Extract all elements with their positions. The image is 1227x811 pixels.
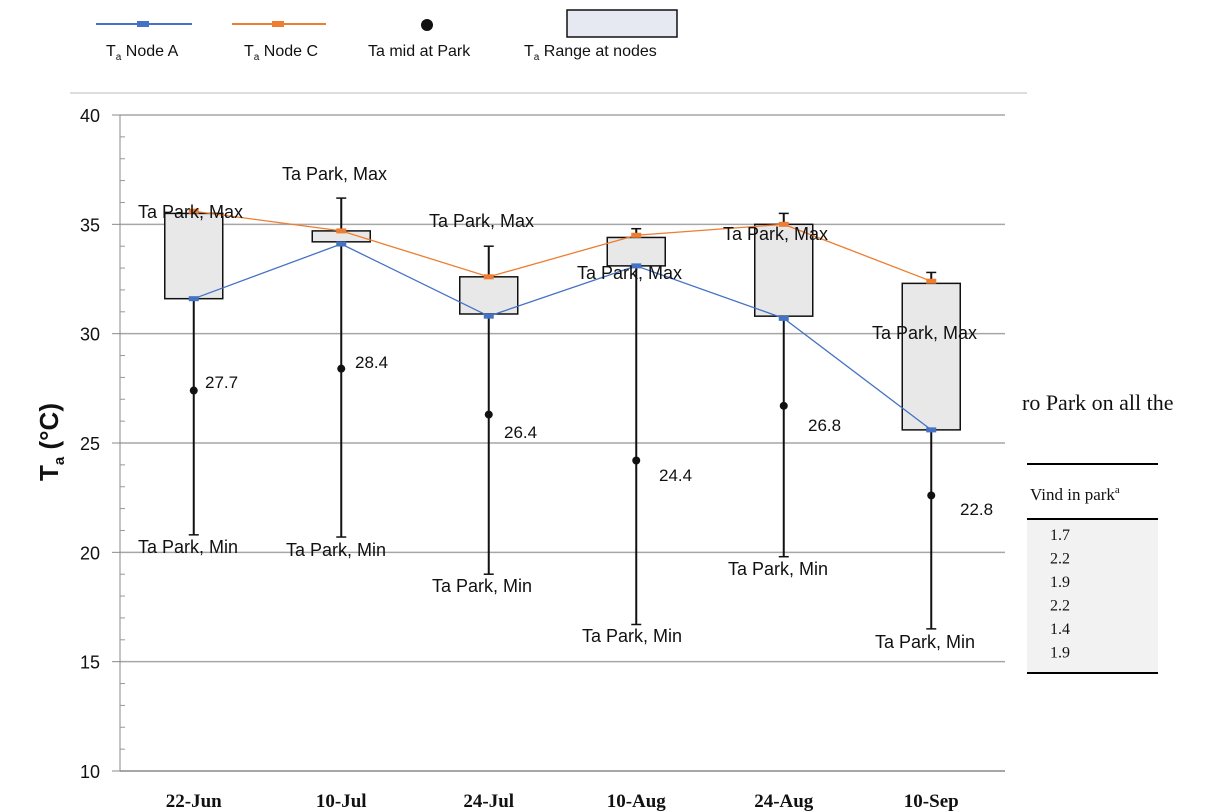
series-marker xyxy=(778,315,789,321)
legend-node-c-label: Ta Node C xyxy=(244,43,318,63)
mid-value-label: 26.4 xyxy=(504,423,537,442)
series-marker xyxy=(483,274,494,280)
series-line xyxy=(193,243,932,431)
x-tick-label: 10-Jul xyxy=(316,791,367,811)
y-tick-label: 25 xyxy=(80,434,100,454)
series-lines xyxy=(188,208,937,433)
x-tick-label: 10-Sep xyxy=(904,791,959,811)
series-marker xyxy=(188,208,199,214)
mid-value-label: 22.8 xyxy=(960,500,993,519)
park-max-label: Ta Park, Max xyxy=(577,263,682,283)
y-tick-label: 35 xyxy=(80,215,100,235)
gridlines xyxy=(112,114,1005,772)
annotations: Ta Park, Max Ta Park, Max Ta Park, Max Ta P… xyxy=(138,164,993,652)
table-value: 1.4 xyxy=(1050,621,1070,638)
y-tick-label: 10 xyxy=(80,762,100,782)
series-marker xyxy=(483,313,494,319)
x-tick-label: 24-Jul xyxy=(463,791,514,811)
series-marker xyxy=(188,296,199,302)
series-marker xyxy=(631,232,642,238)
background-document: ro Park on all the Vind in parka 1.72.21… xyxy=(1022,390,1174,674)
table-value: 2.2 xyxy=(1050,551,1070,568)
x-tick-label: 24-Aug xyxy=(754,791,814,811)
park-min-label: Ta Park, Min xyxy=(432,576,532,596)
park-min-label: Ta Park, Min xyxy=(286,540,386,560)
mid-value-label: 24.4 xyxy=(659,466,692,485)
table-header: Vind in parka xyxy=(1030,484,1120,504)
y-minor-ticks xyxy=(120,136,125,750)
park-min-label: Ta Park, Min xyxy=(875,632,975,652)
mid-dot xyxy=(927,491,936,500)
legend: Ta Node A Ta Node C Ta mid at Park Ta Ra… xyxy=(96,9,678,63)
range-box xyxy=(164,212,224,300)
node-range-boxes xyxy=(164,212,961,431)
y-axis-label: Ta (°C) xyxy=(34,403,68,481)
mid-value-label: 28.4 xyxy=(355,353,388,372)
park-max-label: Ta Park, Max xyxy=(723,224,828,244)
table-value: 1.7 xyxy=(1050,527,1070,544)
mid-dot xyxy=(337,364,346,373)
table-value: 1.9 xyxy=(1050,645,1070,662)
series-marker xyxy=(336,228,347,234)
y-tick-label: 30 xyxy=(80,325,100,345)
y-tick-label: 15 xyxy=(80,653,100,673)
legend-mid-label: Ta mid at Park xyxy=(368,43,471,60)
mid-dot xyxy=(779,401,788,410)
table-values: 1.7 2.2 1.9 2.2 1.4 1.9 xyxy=(1050,527,1070,662)
legend-node-c-marker xyxy=(272,21,284,27)
table-body-bg xyxy=(1027,520,1158,672)
series-marker xyxy=(926,427,937,433)
series-marker xyxy=(336,241,347,247)
park-max-label: Ta Park, Max xyxy=(429,211,534,231)
mid-dots xyxy=(189,364,936,500)
series-marker xyxy=(926,278,937,284)
legend-mid-dot xyxy=(421,19,433,31)
park-max-label: Ta Park, Max xyxy=(138,202,243,222)
legend-range-swatch xyxy=(566,9,678,38)
park-max-label: Ta Park, Max xyxy=(282,164,387,184)
park-max-label: Ta Park, Max xyxy=(872,323,977,343)
series-marker xyxy=(631,263,642,269)
table-value: 2.2 xyxy=(1050,598,1070,615)
mid-value-label: 27.7 xyxy=(205,373,238,392)
series-marker xyxy=(778,221,789,227)
mid-dot xyxy=(484,410,493,419)
background-text-fragment: ro Park on all the xyxy=(1022,390,1174,415)
mid-dot xyxy=(189,386,198,395)
x-tick-label: 22-Jun xyxy=(166,791,222,811)
series-line xyxy=(193,210,932,282)
y-tick-label: 40 xyxy=(80,106,100,126)
range-box xyxy=(901,282,961,431)
x-tick-labels: 22-Jun 10-Jul 24-Jul 10-Aug 24-Aug 10-Sep xyxy=(166,791,959,811)
x-tick-label: 10-Aug xyxy=(607,791,667,811)
y-tick-labels: 10 15 20 25 30 35 40 xyxy=(80,106,100,782)
mid-dot xyxy=(632,456,641,465)
table-value: 1.9 xyxy=(1050,574,1070,591)
legend-node-a-label: Ta Node A xyxy=(106,43,179,63)
park-min-label: Ta Park, Min xyxy=(728,559,828,579)
range-box xyxy=(459,276,519,315)
mid-value-label: 26.8 xyxy=(808,416,841,435)
legend-range-label: Ta Range at nodes xyxy=(524,43,657,63)
legend-node-a-marker xyxy=(137,21,149,27)
park-min-label: Ta Park, Min xyxy=(138,537,238,557)
park-min-label: Ta Park, Min xyxy=(582,626,682,646)
y-tick-label: 20 xyxy=(80,543,100,563)
range-box xyxy=(606,236,666,267)
